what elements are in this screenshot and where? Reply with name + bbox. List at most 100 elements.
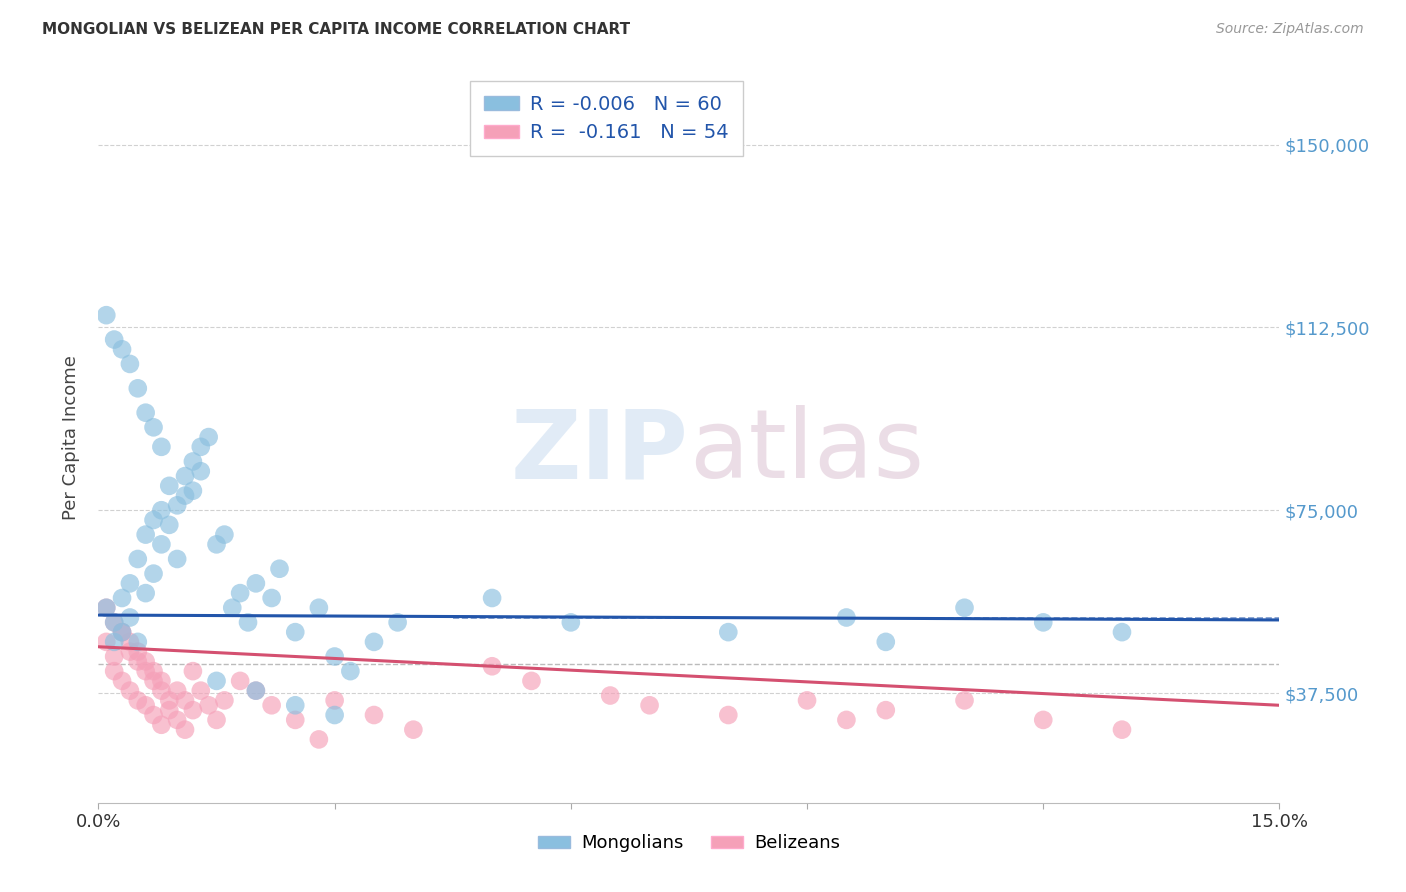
Mongolians [157,479,180,493]
Text: Source: ZipAtlas.com: Source: ZipAtlas.com [1216,22,1364,37]
Mongolians [127,552,149,566]
Belizeans [323,693,346,707]
Mongolians [150,440,173,454]
Mongolians [835,610,858,624]
Belizeans [1032,713,1054,727]
Mongolians [190,464,212,478]
Text: ZIP: ZIP [510,405,689,499]
Belizeans [103,615,125,630]
Belizeans [481,659,503,673]
Mongolians [205,537,228,551]
Belizeans [96,600,118,615]
Belizeans [875,703,897,717]
Belizeans [135,654,157,668]
Belizeans [197,698,219,713]
Belizeans [174,693,197,707]
Belizeans [181,703,204,717]
Mongolians [135,586,157,600]
Mongolians [229,586,252,600]
Belizeans [363,708,385,723]
Mongolians [181,454,204,468]
Belizeans [150,673,173,688]
Mongolians [135,406,157,420]
Belizeans [127,645,149,659]
Mongolians [875,635,897,649]
Belizeans [142,664,165,678]
Y-axis label: Per Capita Income: Per Capita Income [62,355,80,519]
Mongolians [135,527,157,541]
Mongolians [127,381,149,395]
Mongolians [118,576,141,591]
Belizeans [96,635,118,649]
Mongolians [111,591,134,605]
Mongolians [245,683,267,698]
Belizeans [111,625,134,640]
Mongolians [197,430,219,444]
Mongolians [166,499,188,513]
Mongolians [1111,625,1133,640]
Mongolians [284,625,307,640]
Belizeans [638,698,661,713]
Belizeans [142,673,165,688]
Belizeans [103,649,125,664]
Mongolians [308,600,330,615]
Belizeans [260,698,283,713]
Belizeans [127,693,149,707]
Mongolians [236,615,259,630]
Mongolians [481,591,503,605]
Belizeans [229,673,252,688]
Mongolians [142,566,165,581]
Belizeans [717,708,740,723]
Belizeans [181,664,204,678]
Belizeans [135,664,157,678]
Mongolians [284,698,307,713]
Belizeans [118,683,141,698]
Mongolians [174,469,197,483]
Mongolians [118,610,141,624]
Belizeans [402,723,425,737]
Belizeans [127,654,149,668]
Mongolians [323,708,346,723]
Belizeans [796,693,818,707]
Belizeans [308,732,330,747]
Mongolians [111,343,134,357]
Belizeans [174,723,197,737]
Mongolians [150,503,173,517]
Mongolians [190,440,212,454]
Belizeans [157,693,180,707]
Mongolians [339,664,361,678]
Mongolians [269,562,291,576]
Mongolians [166,552,188,566]
Mongolians [96,600,118,615]
Mongolians [118,357,141,371]
Mongolians [363,635,385,649]
Mongolians [245,576,267,591]
Belizeans [118,635,141,649]
Mongolians [96,308,118,322]
Belizeans [166,713,188,727]
Mongolians [174,489,197,503]
Mongolians [717,625,740,640]
Mongolians [221,600,243,615]
Mongolians [127,635,149,649]
Belizeans [150,683,173,698]
Mongolians [260,591,283,605]
Belizeans [111,673,134,688]
Belizeans [599,689,621,703]
Mongolians [181,483,204,498]
Mongolians [323,649,346,664]
Mongolians [560,615,582,630]
Mongolians [111,625,134,640]
Mongolians [142,513,165,527]
Belizeans [111,625,134,640]
Belizeans [214,693,236,707]
Mongolians [103,615,125,630]
Belizeans [142,708,165,723]
Belizeans [245,683,267,698]
Mongolians [150,537,173,551]
Belizeans [135,698,157,713]
Mongolians [1032,615,1054,630]
Belizeans [157,703,180,717]
Mongolians [205,673,228,688]
Mongolians [214,527,236,541]
